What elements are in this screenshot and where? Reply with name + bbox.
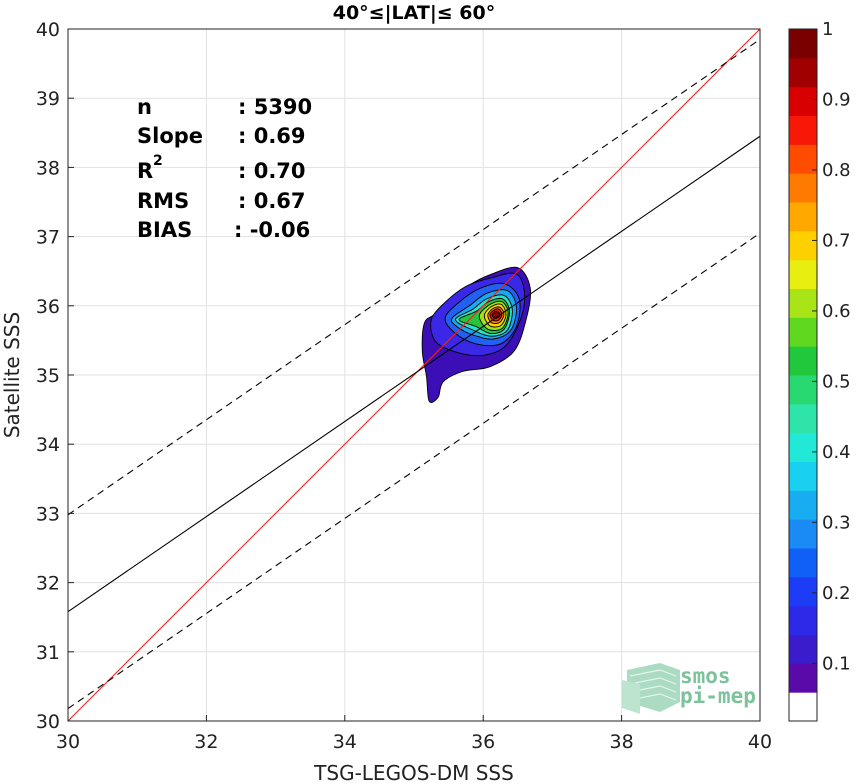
colorbar-segment bbox=[789, 663, 817, 693]
y-tick-label: 33 bbox=[36, 503, 60, 525]
y-tick-label: 39 bbox=[36, 88, 60, 110]
colorbar-tick-label: 0.5 bbox=[822, 371, 851, 392]
colorbar-tick-label: 0.6 bbox=[822, 301, 851, 322]
x-tick-label: 30 bbox=[56, 731, 80, 753]
colorbar-segment bbox=[789, 173, 817, 203]
logo-text-pi-mep: pi-mep bbox=[680, 684, 756, 708]
colorbar-segment bbox=[789, 317, 817, 347]
colorbar-segment bbox=[789, 605, 817, 635]
stat-rms-label: RMS bbox=[137, 189, 189, 213]
colorbar-segment bbox=[789, 432, 817, 462]
colorbar-segment bbox=[789, 259, 817, 289]
x-tick-label: 40 bbox=[748, 731, 772, 753]
lower-bound-line bbox=[67, 232, 761, 709]
colorbar-tick-label: 0.8 bbox=[822, 160, 851, 181]
x-axis-label: TSG-LEGOS-DM SSS bbox=[313, 761, 514, 784]
colorbar-frame bbox=[788, 28, 818, 722]
y-tick-label: 35 bbox=[36, 365, 60, 387]
colorbar-segment bbox=[789, 548, 817, 578]
y-tick-label: 31 bbox=[36, 642, 60, 664]
colorbar-segment bbox=[789, 115, 817, 145]
colorbar-segment bbox=[789, 375, 817, 405]
identity-line bbox=[67, 28, 761, 722]
chart-title: 40°≤|LAT|≤ 60° bbox=[333, 2, 496, 24]
regression-line bbox=[67, 135, 761, 613]
x-ticks: 30 32 34 36 38 40 bbox=[56, 715, 772, 753]
stat-bias-value: : -0.06 bbox=[234, 218, 310, 242]
colorbar-ticks: 0.1 0.2 0.3 0.4 0.5 0.6 0.7 0.8 0.9 1 bbox=[812, 19, 851, 674]
colorbar-segment bbox=[789, 634, 817, 664]
y-tick-label: 32 bbox=[36, 573, 60, 595]
stat-rms-value: : 0.67 bbox=[238, 189, 306, 213]
colorbar-tick-label: 0.7 bbox=[822, 230, 851, 251]
x-tick-label: 36 bbox=[471, 731, 495, 753]
reference-lines bbox=[67, 28, 761, 722]
colorbar-segment bbox=[789, 144, 817, 174]
plot-area bbox=[67, 28, 761, 722]
colorbar-segment bbox=[789, 57, 817, 88]
x-tick-label: 34 bbox=[333, 731, 357, 753]
colorbar-tick-label: 0.2 bbox=[822, 583, 851, 604]
colorbar-segment bbox=[789, 230, 817, 261]
colorbar-tick-label: 0.9 bbox=[822, 89, 851, 110]
colorbar-tick-label: 1 bbox=[822, 19, 833, 40]
stat-slope-value: : 0.69 bbox=[238, 124, 306, 148]
stat-slope-label: Slope bbox=[137, 124, 203, 148]
stat-r2-sup: 2 bbox=[153, 153, 163, 169]
stat-r2-value: : 0.70 bbox=[238, 159, 306, 183]
y-tick-label: 36 bbox=[36, 296, 60, 318]
grid bbox=[68, 29, 760, 721]
y-tick-label: 37 bbox=[36, 227, 60, 249]
colorbar-segment bbox=[789, 288, 817, 318]
x-tick-label: 38 bbox=[610, 731, 634, 753]
smos-pi-mep-logo: smos pi-mep bbox=[622, 663, 756, 714]
stat-n-value: : 5390 bbox=[238, 95, 312, 119]
colorbar-segment bbox=[789, 86, 817, 116]
y-tick-label: 40 bbox=[36, 19, 60, 41]
density-contours bbox=[421, 266, 532, 404]
y-tick-label: 38 bbox=[36, 157, 60, 179]
logo-graphic-icon bbox=[622, 663, 680, 714]
colorbar-segment bbox=[789, 403, 817, 434]
y-tick-label: 30 bbox=[36, 711, 60, 733]
x-tick-label: 32 bbox=[194, 731, 218, 753]
y-tick-label: 34 bbox=[36, 434, 60, 456]
colorbar-segment bbox=[789, 202, 817, 232]
stat-r2-label: R bbox=[137, 159, 153, 183]
colorbar-segment bbox=[789, 692, 817, 722]
upper-bound-line bbox=[67, 38, 761, 516]
colorbar-segment bbox=[789, 461, 817, 491]
logo-text-smos: smos bbox=[680, 664, 731, 688]
stat-n-label: n bbox=[137, 95, 152, 119]
colorbar-segment bbox=[789, 519, 817, 549]
colorbar-segment bbox=[789, 346, 817, 376]
colorbar-tick-label: 0.1 bbox=[822, 653, 851, 674]
colorbar: 0.1 0.2 0.3 0.4 0.5 0.6 0.7 0.8 0.9 1 bbox=[788, 19, 851, 722]
colorbar-tick-label: 0.4 bbox=[822, 442, 851, 463]
y-axis-label: Satellite SSS bbox=[0, 312, 24, 438]
colorbar-segment bbox=[789, 490, 817, 520]
colorbar-segment bbox=[789, 29, 817, 59]
stat-bias-label: BIAS bbox=[137, 218, 192, 242]
stats-box: n : 5390 Slope : 0.69 R 2 : 0.70 RMS : 0… bbox=[137, 95, 312, 242]
colorbar-segments bbox=[789, 29, 817, 722]
colorbar-segment bbox=[789, 576, 817, 607]
colorbar-tick-label: 0.3 bbox=[822, 512, 851, 533]
y-ticks: 30 31 32 33 34 35 36 37 38 39 40 bbox=[36, 19, 74, 733]
